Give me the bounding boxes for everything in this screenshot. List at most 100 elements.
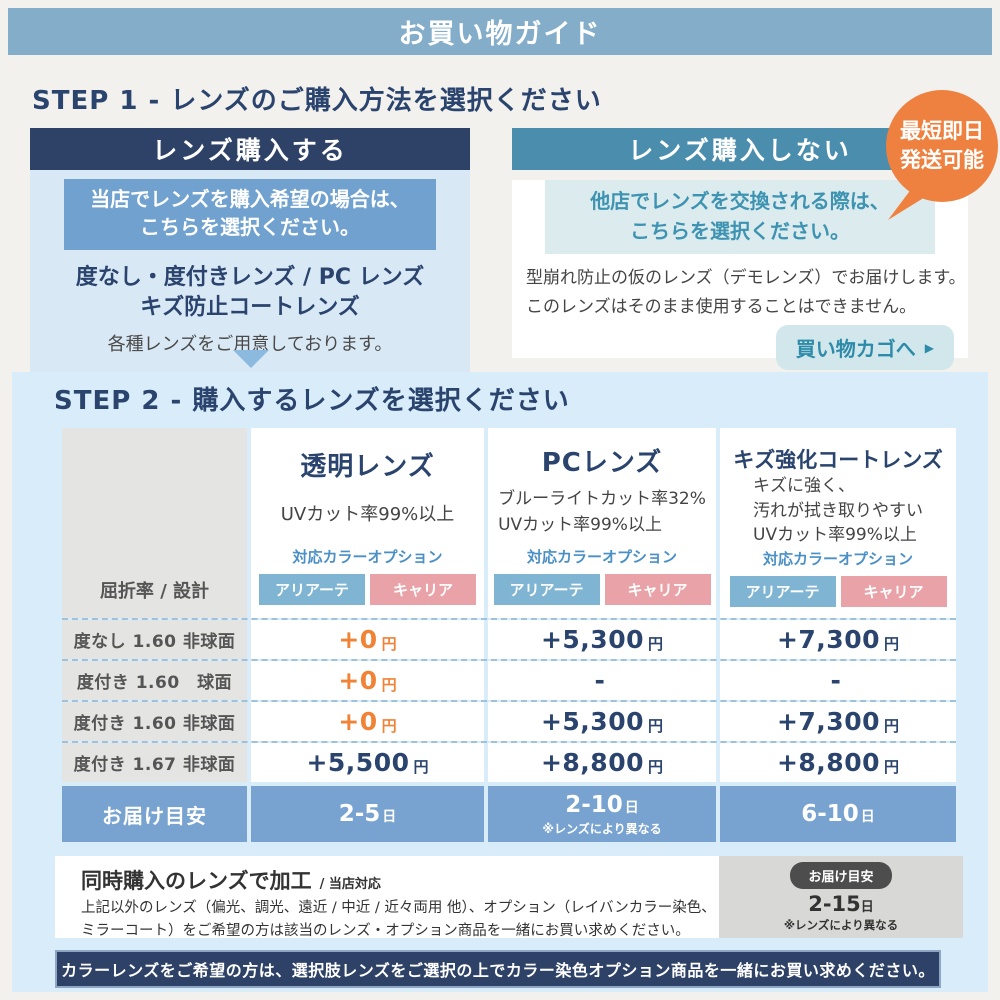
tag-ariate: アリアーテ (493, 574, 600, 605)
price-unit: 円 (413, 757, 429, 776)
delivery-row: お届け目安 2-5 日 2-10 日 ※レンズにより異なる 6-10 日 (62, 786, 956, 842)
go-to-cart-button[interactable]: 買い物カゴへ ▶ (775, 325, 954, 370)
no-lens-description: 型崩れ防止の仮のレンズ（デモレンズ）でお届けします。 このレンズはそのまま使用す… (512, 254, 968, 322)
price-cell: +0 円 (251, 620, 484, 659)
highlight-line1: 当店でレンズを購入希望の場合は、 (90, 187, 410, 211)
price-value: +7,300 (776, 625, 880, 654)
color-option-tags: アリアーテ キャリア (493, 574, 711, 605)
lens-purchase-header: レンズ購入する (30, 128, 470, 170)
desc-line: 汚れが拭き取りやすい (753, 500, 923, 521)
delivery-days-unit: 日 (382, 809, 397, 825)
column-header-clear-lens: 透明レンズ UVカット率99%以上 対応カラーオプション アリアーテ キャリア (251, 428, 484, 618)
processing-delivery-box: お届け目安 2-15日 ※レンズにより異なる (719, 856, 963, 938)
price-value: +5,500 (306, 748, 410, 777)
processing-body-line1: 上記以外のレンズ（偏光、調光、遠近 / 中近 / 近々両用 他）、オプション（レ… (81, 900, 716, 916)
price-value: - (594, 666, 606, 695)
shipping-badge: 最短即日 発送可能 (886, 90, 998, 202)
color-option-tags: アリアーテ キャリア (729, 575, 947, 607)
lens-purchase-panel: レンズ購入する 当店でレンズを購入希望の場合は、 こちらを選択ください。 度なし… (30, 128, 470, 372)
processing-body: 上記以外のレンズ（偏光、調光、遠近 / 中近 / 近々両用 他）、オプション（レ… (81, 897, 719, 943)
no-lens-desc-line1: 型崩れ防止の仮のレンズ（デモレンズ）でお届けします。 (526, 268, 966, 288)
tag-carrier: キャリア (370, 574, 476, 605)
price-cell: +7,300 円 (720, 702, 956, 741)
price-cell: +0 円 (251, 702, 484, 741)
price-cell: +0 円 (251, 661, 484, 700)
desc-line: ブルーライトカット率32% (498, 489, 706, 509)
lens-purchase-body: 当店でレンズを購入希望の場合は、 こちらを選択ください。 度なし・度付きレンズ … (30, 170, 470, 372)
delivery-days-unit: 日 (860, 809, 875, 825)
corner-label: 屈折率 / 設計 (99, 581, 210, 602)
price-value: +7,300 (776, 707, 880, 736)
row-label: 度付き 1.60 球面 (62, 661, 247, 700)
price-value: - (830, 666, 842, 695)
tag-ariate: アリアーテ (729, 575, 836, 607)
processing-text: 同時購入のレンズで加工 / 当店対応 上記以外のレンズ（偏光、調光、遠近 / 中… (55, 856, 719, 939)
no-lens-panel: レンズ購入しない 他店でレンズを交換される際は、 こちらを選択ください。 型崩れ… (512, 128, 968, 370)
price-cell: +5,300 円 (488, 620, 716, 659)
color-option-label: 対応カラーオプション (526, 548, 677, 566)
delivery-label: お届け目安 (62, 786, 247, 842)
delivery-cell: 6-10 日 (720, 786, 956, 842)
lens-purchase-highlight: 当店でレンズを購入希望の場合は、 こちらを選択ください。 (64, 179, 436, 250)
processing-title: 同時購入のレンズで加工 (81, 869, 312, 893)
desc-line: キズに強く、 (753, 476, 855, 496)
delivery-days-value: 2-5 (338, 801, 381, 827)
processing-delivery-badge: お届け目安 (790, 861, 892, 889)
desc-line: UVカット率99%以上 (280, 504, 455, 525)
tag-carrier: キャリア (604, 574, 711, 605)
table-row: 度付き 1.60 非球面 +0 円 +5,300 円 +7,300 円 (62, 700, 956, 741)
page-title-bar: お買い物ガイド (8, 8, 992, 55)
price-unit: 円 (648, 757, 664, 776)
color-option-tags: アリアーテ キャリア (259, 574, 476, 605)
price-value: +5,300 (540, 625, 644, 654)
price-value: +0 (338, 666, 378, 695)
column-title: 透明レンズ (300, 452, 435, 482)
column-desc: UVカット率99%以上 (281, 483, 455, 546)
no-lens-highlight-line2: こちらを選択ください。 (630, 219, 850, 243)
price-cell: - (720, 661, 956, 700)
color-option-label: 対応カラーオプション (292, 548, 443, 566)
no-lens-highlight-line1: 他店でレンズを交換される際は、 (590, 189, 890, 213)
delivery-days-unit: 日 (624, 799, 639, 816)
lens-comparison-table: 屈折率 / 設計 透明レンズ UVカット率99%以上 対応カラーオプション アリ… (62, 428, 956, 842)
price-unit: 円 (884, 716, 900, 735)
no-lens-body: 他店でレンズを交換される際は、 こちらを選択ください。 型崩れ防止の仮のレンズ（… (512, 180, 968, 370)
column-desc: キズに強く、 汚れが拭き取りやすい UVカット率99%以上 (753, 474, 923, 548)
price-cell: +8,800 円 (488, 743, 716, 782)
color-lens-notice-bar: カラーレンズをご希望の方は、選択肢レンズをご選択の上でカラー染色オプション商品を… (55, 950, 941, 988)
processing-info-box: 同時購入のレンズで加工 / 当店対応 上記以外のレンズ（偏光、調光、遠近 / 中… (55, 856, 963, 939)
price-unit: 円 (381, 675, 397, 694)
row-label: 度付き 1.60 非球面 (62, 702, 247, 741)
column-header-pc-lens: PCレンズ ブルーライトカット率32% UVカット率99%以上 対応カラーオプシ… (488, 428, 716, 618)
desc-line: UVカット率99%以上 (753, 525, 917, 546)
processing-title-row: 同時購入のレンズで加工 / 当店対応 (81, 865, 719, 895)
price-cell: +8,800 円 (720, 743, 956, 782)
column-title: PCレンズ (541, 448, 663, 478)
price-value: +0 (338, 707, 378, 736)
column-header-scratch-coat-lens: キズ強化コートレンズ キズに強く、 汚れが拭き取りやすい UVカット率99%以上… (720, 428, 956, 618)
lens-types-line1: 度なし・度付きレンズ / PC レンズ (75, 264, 425, 290)
table-row: 度なし 1.60 非球面 +0 円 +5,300 円 +7,300 円 (62, 618, 956, 659)
color-lens-notice: カラーレンズをご希望の方は、選択肢レンズをご選択の上でカラー染色オプション商品を… (61, 961, 935, 980)
processing-subtitle: / 当店対応 (319, 877, 381, 892)
price-unit: 円 (381, 634, 397, 653)
column-title: キズ強化コートレンズ (733, 448, 943, 472)
column-desc: ブルーライトカット率32% UVカット率99%以上 (498, 479, 706, 546)
color-option-label: 対応カラーオプション (762, 549, 913, 568)
price-unit: 円 (648, 634, 664, 653)
desc-line: UVカット率99%以上 (498, 514, 662, 535)
price-unit: 円 (648, 716, 664, 735)
table-corner-cell: 屈折率 / 設計 (62, 428, 247, 618)
step1-heading: STEP 1 - レンズのご購入方法を選択ください (32, 86, 602, 116)
table-header-row: 屈折率 / 設計 透明レンズ UVカット率99%以上 対応カラーオプション アリ… (62, 428, 956, 618)
table-row: 度付き 1.67 非球面 +5,500 円 +8,800 円 +8,800 円 (62, 741, 956, 782)
shipping-badge-line2: 発送可能 (900, 148, 984, 172)
processing-delivery-note: ※レンズにより異なる (783, 917, 899, 932)
go-to-cart-label: 買い物カゴへ (795, 337, 916, 361)
step2-heading: STEP 2 - 購入するレンズを選択ください (54, 386, 570, 416)
price-cell: +5,300 円 (488, 702, 716, 741)
no-lens-header: レンズ購入しない (512, 128, 968, 170)
price-cell: - (488, 661, 716, 700)
price-unit: 円 (381, 716, 397, 735)
